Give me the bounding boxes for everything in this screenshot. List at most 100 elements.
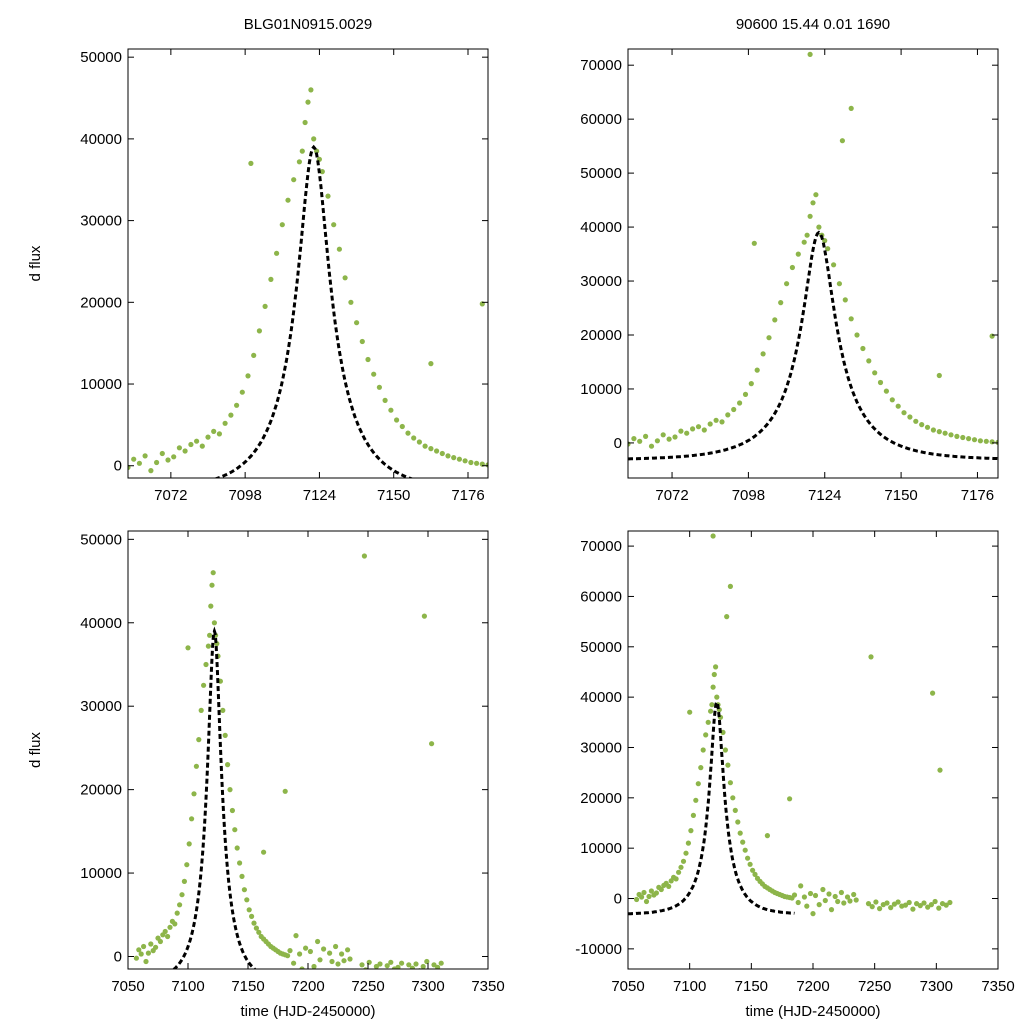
- data-point: [795, 251, 801, 257]
- data-point: [331, 222, 337, 228]
- data-point: [676, 869, 682, 875]
- data-point: [727, 583, 734, 590]
- data-point: [745, 855, 751, 861]
- data-point: [851, 891, 857, 898]
- data-point: [333, 943, 339, 950]
- data-point: [249, 913, 255, 920]
- data-point: [336, 246, 342, 252]
- data-point: [685, 840, 692, 846]
- data-point: [315, 938, 321, 945]
- data-point: [142, 453, 148, 459]
- data-point: [138, 951, 144, 957]
- data-point: [1001, 437, 1006, 442]
- data-point: [752, 871, 758, 878]
- data-point: [205, 643, 211, 649]
- y-tick-label: 60000: [580, 111, 622, 128]
- data-point: [208, 603, 214, 609]
- x-axis-title: time (HJD-2450000): [745, 1003, 880, 1020]
- y-tick-label: 20000: [80, 294, 122, 311]
- x-tick-label: 7176: [961, 487, 994, 504]
- data-point: [399, 423, 405, 430]
- data-point: [317, 957, 323, 963]
- data-point: [705, 719, 711, 725]
- data-point: [172, 921, 178, 927]
- data-point: [666, 883, 672, 890]
- data-point: [727, 780, 734, 786]
- data-point: [341, 958, 347, 964]
- x-tick-label: 7100: [171, 978, 204, 995]
- data-point: [159, 450, 165, 457]
- data-point: [764, 833, 771, 839]
- y-tick-label: 40000: [80, 615, 122, 632]
- data-point: [936, 372, 942, 379]
- y-axis-title: d flux: [27, 245, 44, 281]
- data-point: [395, 964, 401, 969]
- data-point: [737, 400, 743, 406]
- data-point: [165, 933, 171, 940]
- data-point: [977, 438, 984, 444]
- data-point: [643, 898, 650, 905]
- data-point: [210, 570, 216, 576]
- data-point: [673, 876, 679, 882]
- data-point: [928, 902, 935, 908]
- data-point: [253, 925, 259, 931]
- data-point: [684, 430, 690, 436]
- data-point: [416, 439, 422, 445]
- data-point: [239, 873, 245, 880]
- data-point: [960, 434, 966, 441]
- data-point: [208, 353, 213, 358]
- data-point: [422, 443, 428, 449]
- data-point: [889, 397, 895, 403]
- data-point: [804, 232, 810, 238]
- x-tick-label: 7350: [471, 978, 504, 995]
- x-tick-label: 7200: [291, 978, 324, 995]
- data-point: [143, 958, 149, 965]
- data-point: [229, 807, 235, 814]
- data-point: [428, 446, 434, 452]
- data-point: [804, 903, 810, 909]
- data-point: [148, 941, 154, 947]
- data-point: [299, 148, 305, 154]
- data-point: [131, 456, 137, 462]
- x-tick-label: 7250: [351, 978, 384, 995]
- panel-top-right: 7072 7098 7124 7150 7176 0 10000 20000 30000 4000…: [580, 48, 1006, 504]
- data-point: [643, 433, 649, 439]
- data-point: [678, 428, 684, 434]
- data-point: [319, 169, 325, 175]
- data-point: [220, 707, 226, 714]
- y-tick-label: 20000: [580, 790, 622, 807]
- data-point: [983, 438, 989, 444]
- data-point: [883, 388, 890, 394]
- data-point: [902, 902, 909, 908]
- data-point: [157, 938, 163, 945]
- model-curve: [171, 626, 257, 969]
- data-point: [136, 460, 142, 466]
- x-tick-label: 7050: [111, 978, 144, 995]
- data-point: [370, 971, 375, 976]
- data-point: [672, 434, 678, 440]
- data-point: [420, 963, 426, 969]
- data-point: [377, 961, 383, 967]
- data-point: [413, 961, 419, 967]
- data-point: [177, 902, 183, 908]
- x-tick-label: 7150: [735, 978, 768, 995]
- data-point: [913, 418, 919, 424]
- data-point: [807, 51, 813, 58]
- data-point: [707, 421, 713, 427]
- data-point: [737, 830, 743, 836]
- data-point: [820, 886, 826, 893]
- data-point: [435, 964, 441, 969]
- data-point: [345, 947, 351, 953]
- data-point: [835, 898, 841, 905]
- data-point: [831, 262, 837, 268]
- data-point: [136, 947, 142, 953]
- data-point: [631, 436, 637, 442]
- y-tick-label: 50000: [580, 165, 622, 182]
- y-tick-label: 30000: [580, 273, 622, 290]
- data-point: [293, 933, 299, 939]
- data-point: [924, 424, 931, 430]
- data-point: [211, 428, 217, 434]
- data-point: [954, 433, 960, 439]
- x-tick-label: 7124: [303, 487, 336, 504]
